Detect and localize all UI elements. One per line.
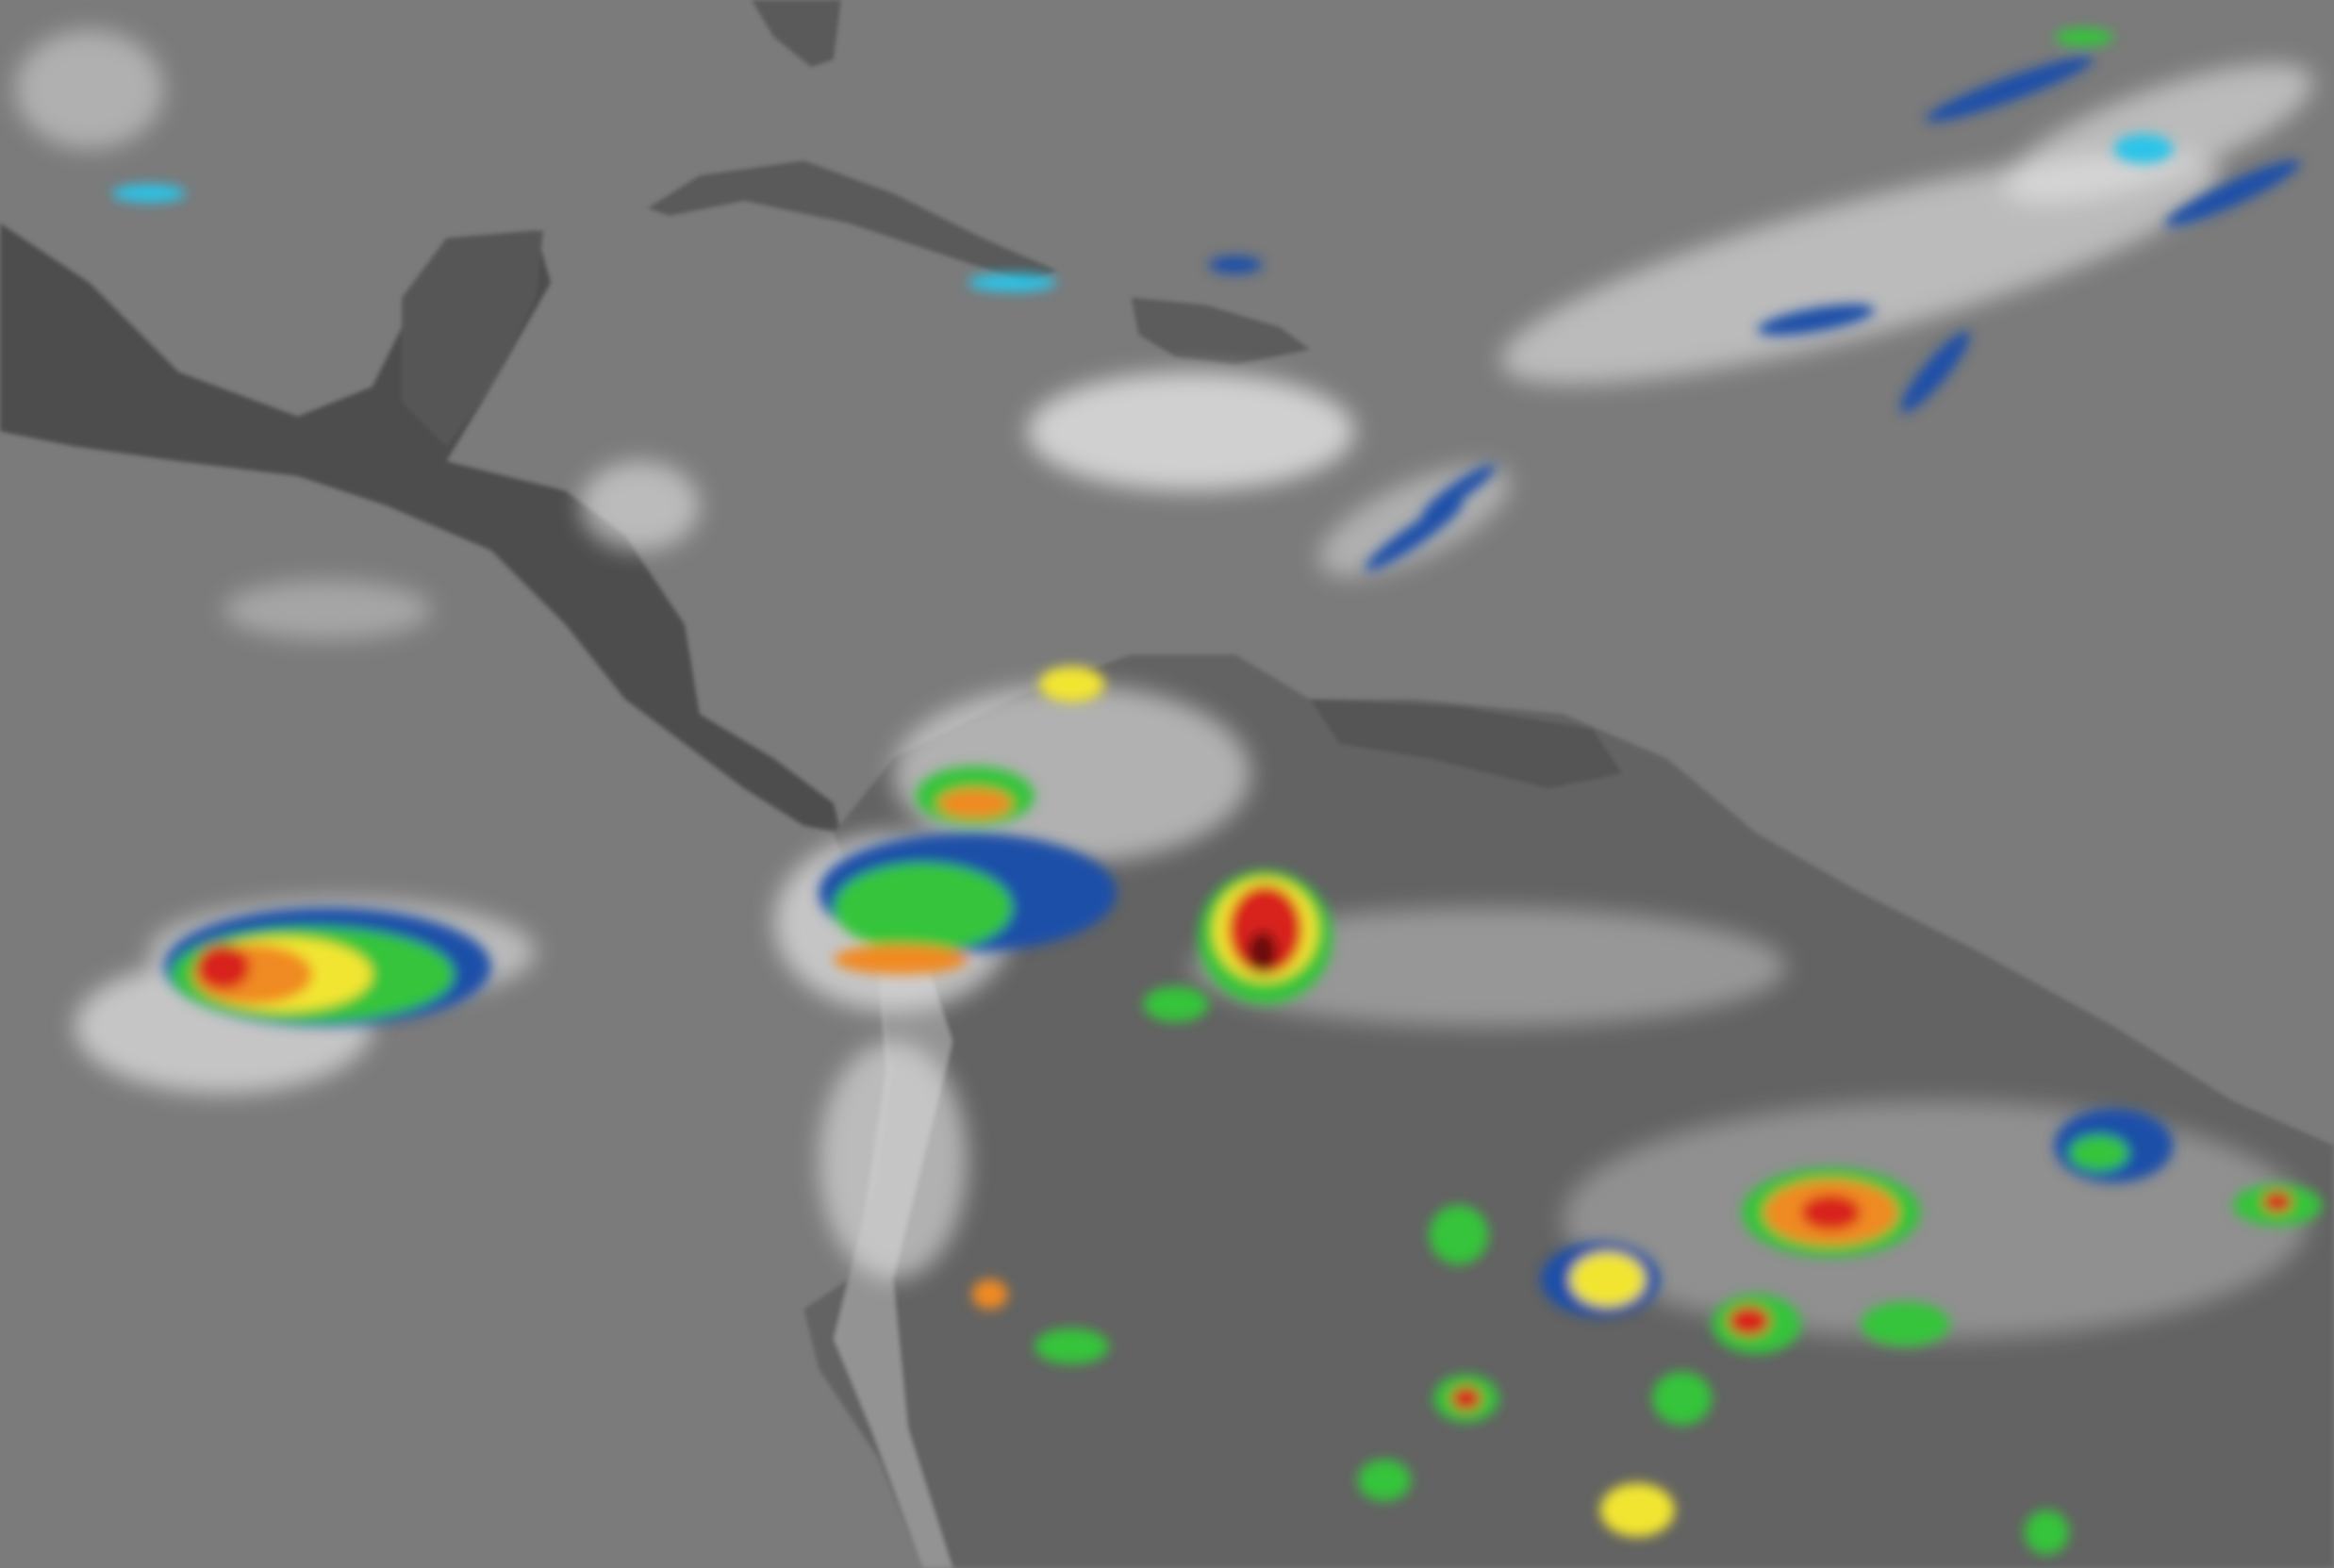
hispaniola <box>1131 297 1311 365</box>
south-america <box>803 654 2334 1568</box>
cuba <box>647 160 1057 283</box>
storm-venezuela <box>1143 870 1333 1022</box>
storm-amazon <box>971 1108 2323 1555</box>
florida <box>752 0 841 68</box>
convective-storms <box>111 27 2323 1555</box>
storm-colombia-coast <box>819 666 1117 975</box>
yucatan <box>402 230 544 447</box>
central-america <box>0 223 841 834</box>
atlantic-cold-tops <box>111 27 2301 571</box>
venezuela-highland <box>1310 699 1623 789</box>
storm-pacific <box>163 907 491 1027</box>
